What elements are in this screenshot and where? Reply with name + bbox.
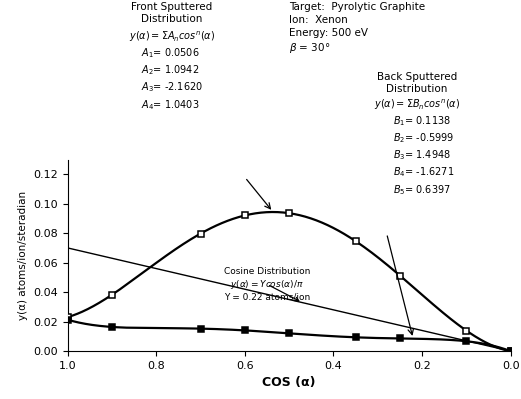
Text: $B_1$= 0.1138
$B_2$= -0.5999
$B_3$= 1.4948
$B_4$= -1.6271
$B_5$= 0.6397: $B_1$= 0.1138 $B_2$= -0.5999 $B_3$= 1.49… xyxy=(393,114,455,197)
Text: $y(\alpha) = \Sigma B_n cos^n(\alpha)$: $y(\alpha) = \Sigma B_n cos^n(\alpha)$ xyxy=(374,98,460,112)
Text: Target:  Pyrolytic Graphite
Ion:  Xenon
Energy: 500 eV
$\beta$ = 30°: Target: Pyrolytic Graphite Ion: Xenon En… xyxy=(289,2,425,55)
Text: $y(\alpha) = \Sigma A_n cos^n(\alpha)$: $y(\alpha) = \Sigma A_n cos^n(\alpha)$ xyxy=(129,30,215,44)
Text: Cosine Distribution
$y(\alpha)=Ycos(\alpha)/\pi$
Y = 0.22 atoms/ion: Cosine Distribution $y(\alpha)=Ycos(\alp… xyxy=(224,267,310,301)
Text: Front Sputtered
Distribution: Front Sputtered Distribution xyxy=(131,2,213,24)
Text: Back Sputtered
Distribution: Back Sputtered Distribution xyxy=(377,72,457,94)
X-axis label: COS (α): COS (α) xyxy=(263,376,316,389)
Text: $A_1$= 0.0506
$A_2$= 1.0942
$A_3$= -2.1620
$A_4$= 1.0403: $A_1$= 0.0506 $A_2$= 1.0942 $A_3$= -2.16… xyxy=(141,46,203,112)
Y-axis label: y(α) atoms/ion/steradian: y(α) atoms/ion/steradian xyxy=(18,191,28,320)
